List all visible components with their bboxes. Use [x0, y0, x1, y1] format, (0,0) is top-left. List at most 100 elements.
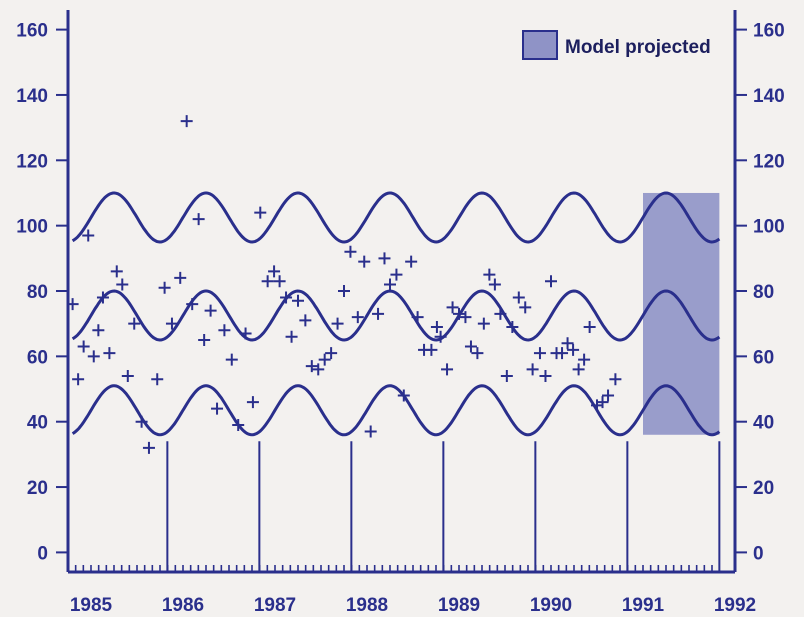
observed-point-34	[285, 330, 298, 343]
y-tick-label-right-7: 140	[753, 86, 785, 107]
observed-point-70	[512, 291, 525, 304]
observed-point-84	[596, 396, 609, 409]
y-tick-label-right-0: 0	[753, 543, 764, 564]
x-tick-label-2: 1987	[254, 595, 296, 616]
observed-point-61	[459, 311, 472, 324]
series-line-1	[71, 289, 721, 342]
observed-point-36	[299, 314, 312, 327]
observed-point-74	[539, 369, 552, 382]
observed-point-73	[533, 347, 546, 360]
observed-point-68	[500, 369, 513, 382]
observed-point-35	[292, 294, 304, 307]
observed-point-20	[192, 213, 205, 226]
y-tick-label-right-2: 40	[753, 413, 774, 434]
y-tick-label-left-3: 60	[27, 347, 48, 368]
x-ticks: 1985 1986 1987 1988 1989 1990 1991 1992	[67, 565, 756, 616]
x-tick-label-7: 1992	[714, 595, 756, 616]
observed-point-48	[378, 252, 391, 265]
observed-point-18	[180, 115, 193, 128]
observed-point-16	[165, 317, 178, 330]
observed-point-49	[384, 278, 396, 291]
series-line-0	[71, 191, 721, 244]
x-tick-label-3: 1988	[346, 595, 388, 616]
y-tick-label-right-3: 60	[753, 347, 774, 368]
observed-point-65	[483, 268, 496, 281]
observed-point-5	[92, 324, 105, 337]
projection-region	[643, 192, 720, 435]
observed-point-22	[204, 304, 217, 317]
observed-point-86	[609, 373, 622, 386]
observed-point-63	[471, 347, 484, 360]
y-tick-label-right-1: 20	[753, 478, 774, 499]
observed-point-19	[186, 298, 199, 311]
observed-point-12	[135, 415, 148, 428]
y-tick-label-left-6: 120	[16, 151, 48, 172]
observed-point-62	[464, 340, 477, 353]
observed-point-50	[390, 268, 403, 281]
observed-point-47	[372, 307, 385, 320]
y-tick-label-left-1: 20	[27, 478, 48, 499]
observed-point-13	[142, 441, 155, 454]
observed-point-30	[261, 275, 274, 288]
observed-point-58	[441, 363, 454, 376]
observed-point-44	[351, 311, 364, 324]
observed-point-7	[103, 347, 116, 360]
x-tick-label-5: 1990	[530, 595, 572, 616]
observed-point-32	[273, 275, 286, 288]
observed-point-6	[96, 291, 109, 304]
observed-point-21	[198, 334, 211, 347]
y-ticks: 0 0 20 20 40 40 60 60 80 80 100 100 120 120 140 140 160 1…	[16, 21, 784, 565]
observed-point-29	[254, 206, 267, 219]
legend: Model projected	[522, 30, 711, 60]
observed-point-43	[344, 245, 357, 258]
observed-points	[66, 115, 622, 454]
y-tick-label-left-2: 40	[27, 413, 48, 434]
observed-point-38	[312, 363, 325, 376]
observed-point-77	[556, 347, 569, 360]
observed-point-51	[397, 389, 410, 402]
observed-point-53	[411, 311, 424, 324]
observed-point-46	[364, 425, 377, 438]
observed-point-2	[77, 340, 90, 353]
y-tick-label-right-4: 80	[753, 282, 774, 303]
observed-point-55	[425, 343, 438, 356]
observed-point-60	[453, 307, 465, 320]
x-tick-label-1: 1986	[162, 595, 204, 616]
observed-point-85	[602, 389, 615, 402]
observed-point-8	[110, 265, 123, 278]
observed-point-69	[506, 320, 519, 333]
observed-point-17	[174, 271, 187, 284]
observed-point-28	[246, 396, 259, 409]
observed-point-14	[151, 373, 164, 386]
observed-point-37	[305, 360, 318, 373]
observed-point-23	[211, 402, 224, 415]
observed-point-15	[158, 281, 171, 294]
observed-point-82	[583, 320, 596, 333]
observed-point-59	[446, 301, 459, 314]
observed-point-81	[578, 353, 591, 366]
observed-point-75	[545, 275, 557, 288]
y-tick-label-left-4: 80	[27, 282, 48, 303]
observed-point-40	[325, 347, 338, 360]
observed-point-52	[405, 255, 418, 268]
y-tick-label-left-7: 140	[16, 86, 48, 107]
observed-point-1	[72, 373, 85, 386]
observed-point-25	[225, 353, 238, 366]
observed-point-78	[561, 337, 574, 350]
y-tick-label-left-0: 0	[37, 543, 48, 564]
y-tick-label-right-5: 100	[753, 217, 785, 238]
observed-point-3	[82, 229, 95, 242]
legend-label: Model projected	[565, 37, 711, 58]
observed-point-72	[526, 363, 539, 376]
x-tick-label-4: 1989	[438, 595, 480, 616]
observed-point-26	[232, 418, 245, 431]
observed-point-24	[218, 324, 231, 337]
observed-point-33	[280, 291, 293, 304]
series-line-2	[71, 384, 721, 437]
x-tick-label-0: 1985	[70, 595, 113, 616]
observed-point-11	[128, 317, 141, 330]
observed-point-31	[268, 265, 281, 278]
year-dividers	[166, 441, 721, 572]
